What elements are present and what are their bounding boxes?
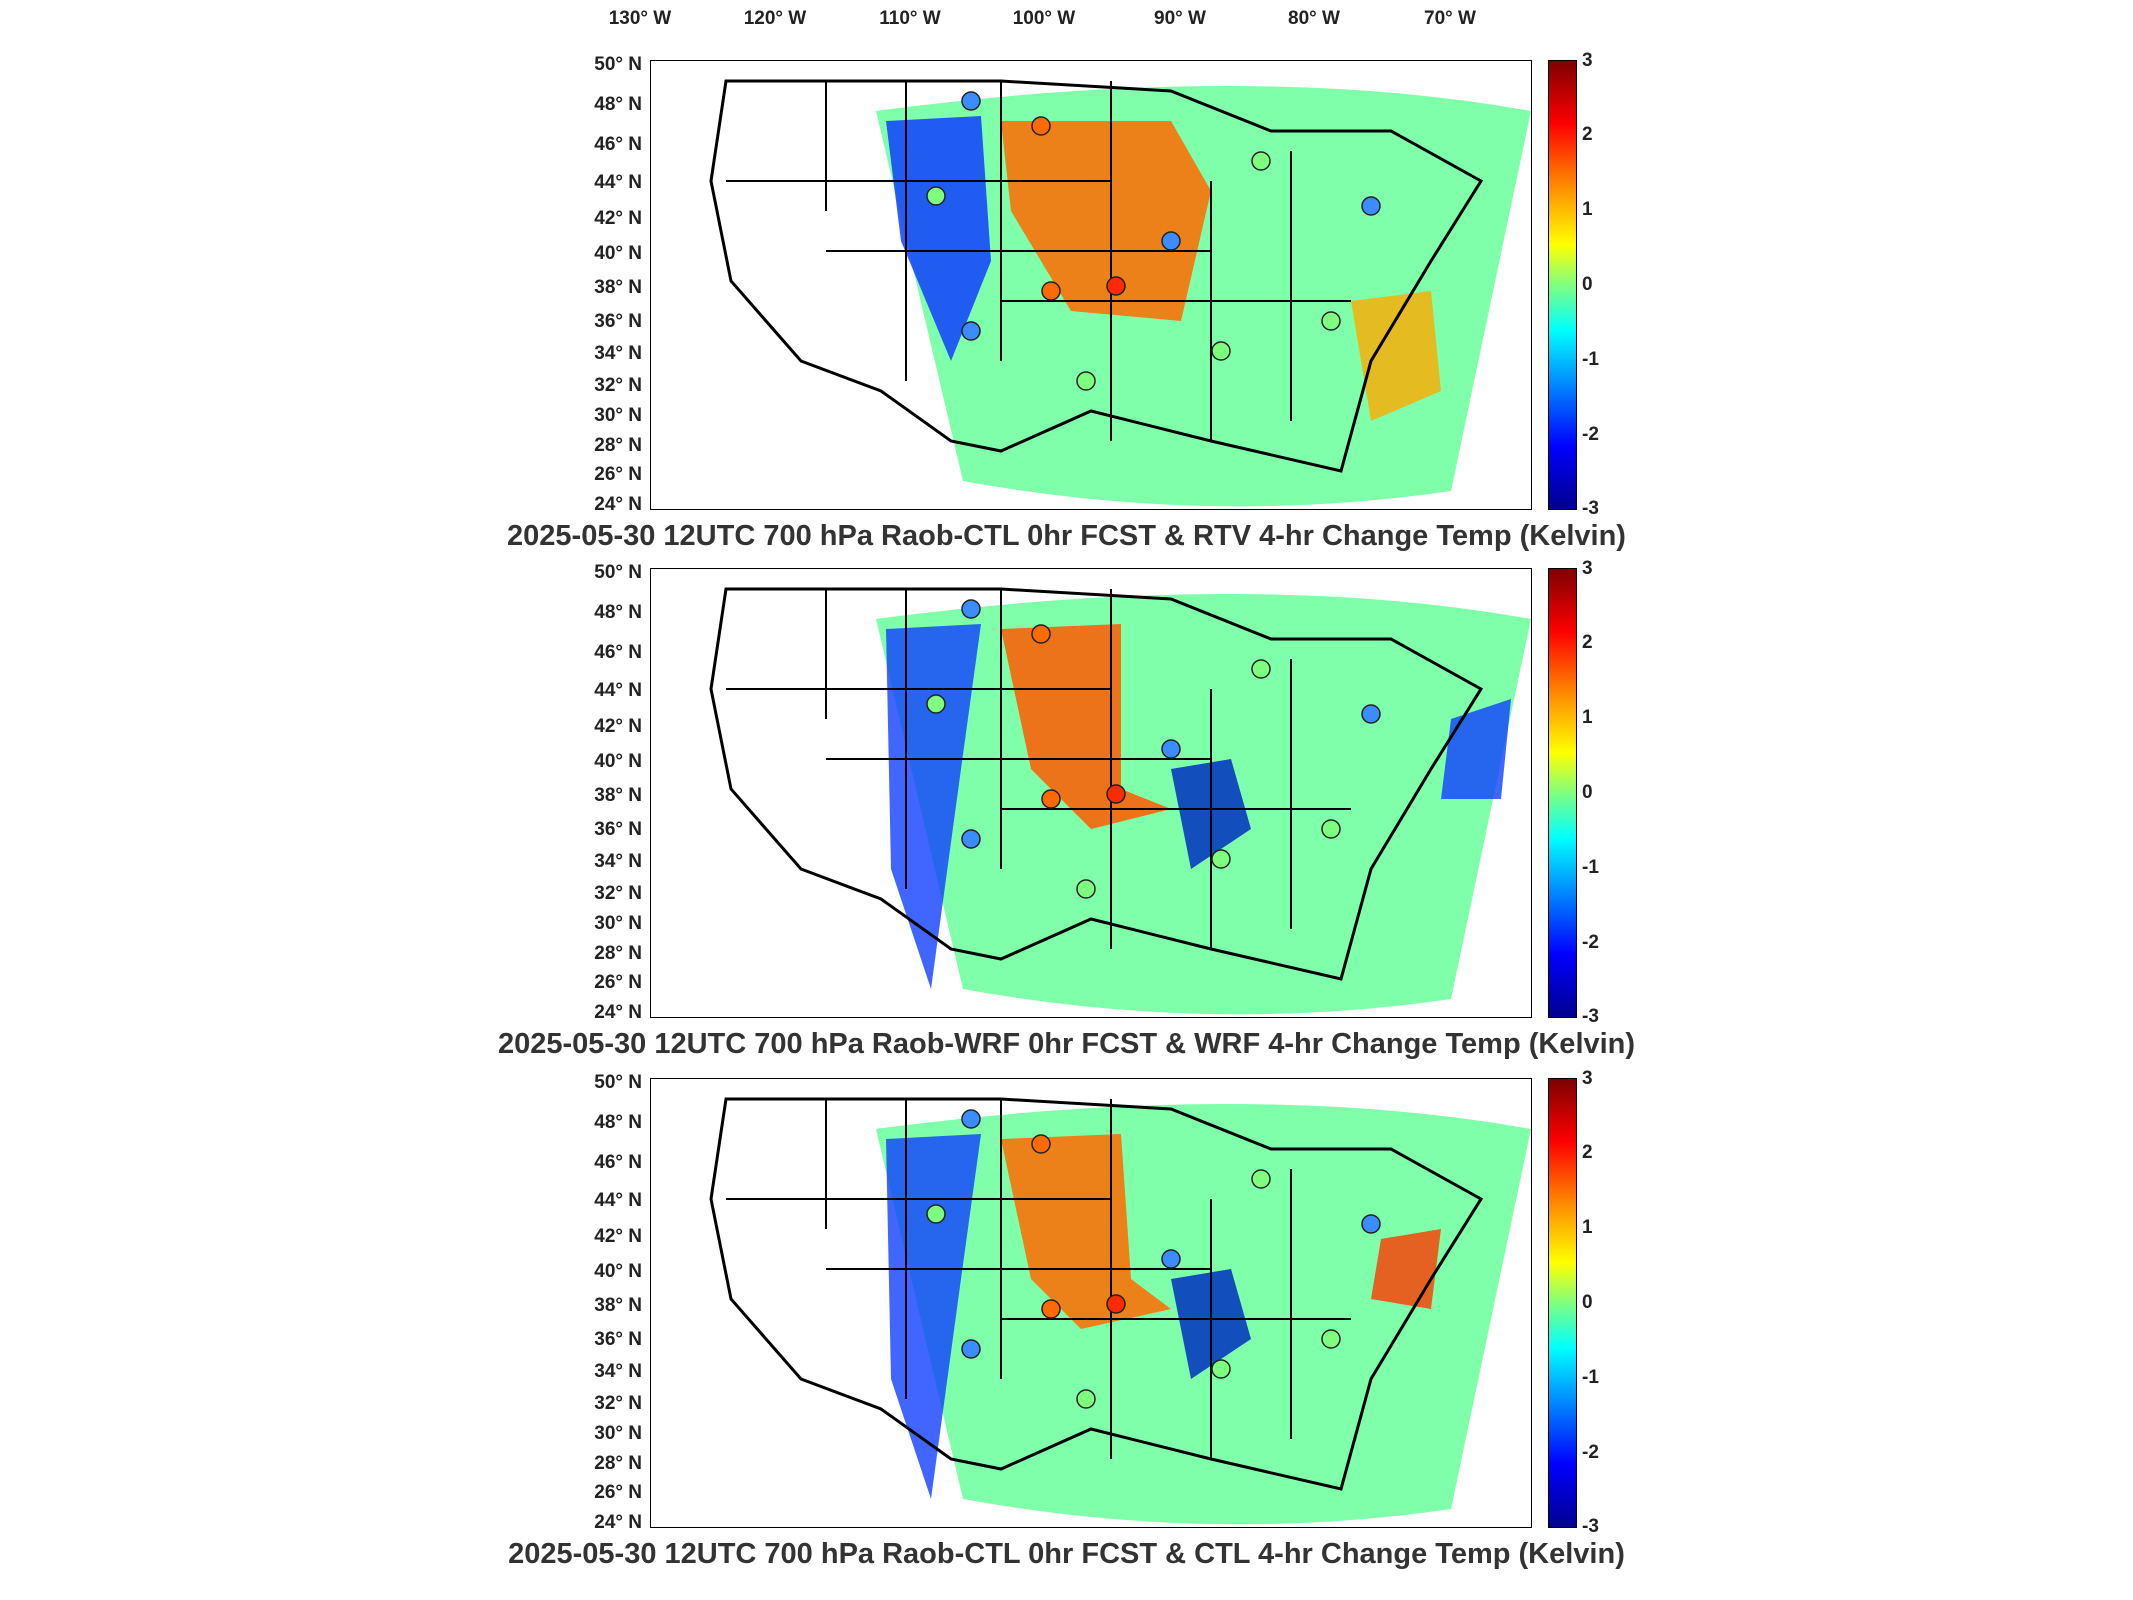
lat-label: 40° N	[594, 243, 642, 264]
cold-anomaly-region	[886, 624, 981, 989]
lat-label: 50° N	[594, 562, 642, 583]
us-outline	[709, 1097, 1484, 1491]
lat-label: 32° N	[594, 883, 642, 904]
lat-label: 46° N	[594, 642, 642, 663]
lat-label: 48° N	[594, 602, 642, 623]
colorbar-tick: -1	[1582, 349, 1599, 370]
colorbar-tick: 0	[1582, 1292, 1593, 1313]
panel-caption: 2025-05-30 12UTC 700 hPa Raob-WRF 0hr FC…	[497, 1028, 1636, 1060]
colorbar-tick: -2	[1582, 424, 1599, 445]
lat-label: 48° N	[594, 94, 642, 115]
lat-label: 32° N	[594, 375, 642, 396]
lat-label: 38° N	[594, 277, 642, 298]
panel-caption: 2025-05-30 12UTC 700 hPa Raob-CTL 0hr FC…	[508, 1538, 1625, 1570]
lat-label: 36° N	[594, 1329, 642, 1350]
raob-stations	[926, 1109, 1381, 1409]
lat-label: 28° N	[594, 435, 642, 456]
us-outline	[709, 587, 1484, 981]
lat-label: 26° N	[594, 972, 642, 993]
warm-anomaly-region	[1371, 1229, 1441, 1309]
temperature-map-1	[650, 60, 1532, 510]
lat-label: 40° N	[594, 1261, 642, 1282]
colorbar-tick: -3	[1582, 498, 1599, 519]
colorbar-tick: 2	[1582, 1142, 1593, 1163]
lat-label: 30° N	[594, 1423, 642, 1444]
lat-label: 48° N	[594, 1112, 642, 1133]
lat-label: 26° N	[594, 464, 642, 485]
lon-label-100w: 100° W	[1012, 8, 1076, 29]
state-boundaries	[726, 81, 1351, 441]
raob-stations	[926, 91, 1381, 391]
lon-label-130w: 130° W	[608, 8, 672, 29]
colorbar-tick: 0	[1582, 274, 1593, 295]
lat-label: 28° N	[594, 943, 642, 964]
colorbar-tick: -2	[1582, 1442, 1599, 1463]
lon-label-70w: 70° W	[1424, 8, 1476, 29]
cold-anomaly-region	[886, 1134, 981, 1499]
lat-label: 30° N	[594, 405, 642, 426]
panel-caption: 2025-05-30 12UTC 700 hPa Raob-CTL 0hr FC…	[507, 520, 1626, 552]
lat-label: 32° N	[594, 1393, 642, 1414]
lat-label: 46° N	[594, 134, 642, 155]
colorbar-tick: 1	[1582, 199, 1593, 220]
colorbar-tick: -2	[1582, 932, 1599, 953]
lat-label: 34° N	[594, 851, 642, 872]
colorbar-tick: 3	[1582, 558, 1593, 579]
lat-label: 42° N	[594, 1226, 642, 1247]
us-outline	[709, 79, 1484, 473]
colorbar-tick: 2	[1582, 124, 1593, 145]
state-boundaries	[726, 1099, 1351, 1459]
colorbar-tick: -1	[1582, 857, 1599, 878]
colorbar-tick: 1	[1582, 1217, 1593, 1238]
colorbar-tick: 2	[1582, 632, 1593, 653]
colorbar-2	[1548, 568, 1577, 1018]
lat-label: 36° N	[594, 311, 642, 332]
colorbar-1	[1548, 60, 1577, 510]
colorbar-tick: 3	[1582, 1068, 1593, 1089]
temperature-map-3	[650, 1078, 1532, 1528]
lat-label: 40° N	[594, 751, 642, 772]
lon-label-120w: 120° W	[743, 8, 807, 29]
lon-label-110w: 110° W	[879, 8, 941, 29]
lat-label: 24° N	[594, 1512, 642, 1533]
lat-label: 44° N	[594, 1190, 642, 1211]
lat-label: 44° N	[594, 680, 642, 701]
lat-label: 34° N	[594, 1361, 642, 1382]
colorbar-tick: -1	[1582, 1367, 1599, 1388]
lat-label: 28° N	[594, 1453, 642, 1474]
lon-label-80w: 80° W	[1288, 8, 1340, 29]
lat-label: 30° N	[594, 913, 642, 934]
lat-label: 24° N	[594, 1002, 642, 1023]
lat-label: 36° N	[594, 819, 642, 840]
cold-anomaly-region	[886, 116, 991, 361]
colorbar-tick: -3	[1582, 1516, 1599, 1537]
lat-label: 34° N	[594, 343, 642, 364]
warm-anomaly-region	[1001, 1134, 1171, 1329]
lat-label: 24° N	[594, 494, 642, 515]
lat-label: 46° N	[594, 1152, 642, 1173]
lat-label: 42° N	[594, 208, 642, 229]
colorbar-tick: 3	[1582, 50, 1593, 71]
colorbar-tick: -3	[1582, 1006, 1599, 1027]
lon-label-90w: 90° W	[1154, 8, 1206, 29]
lat-label: 38° N	[594, 785, 642, 806]
warm-anomaly-region	[1351, 291, 1441, 421]
warm-anomaly-region	[1001, 121, 1211, 321]
map-svg-2	[709, 587, 1531, 1015]
lat-label: 42° N	[594, 716, 642, 737]
lat-label: 50° N	[594, 54, 642, 75]
state-boundaries	[726, 589, 1351, 949]
lat-label: 50° N	[594, 1072, 642, 1093]
lat-label: 26° N	[594, 1482, 642, 1503]
lat-label: 38° N	[594, 1295, 642, 1316]
raob-stations	[926, 599, 1381, 899]
warm-anomaly-region	[1001, 624, 1171, 829]
map-svg-1	[709, 79, 1531, 507]
lat-label: 44° N	[594, 172, 642, 193]
colorbar-3	[1548, 1078, 1577, 1528]
colorbar-tick: 1	[1582, 707, 1593, 728]
colorbar-tick: 0	[1582, 782, 1593, 803]
map-svg-3	[709, 1097, 1531, 1525]
temperature-map-2	[650, 568, 1532, 1018]
